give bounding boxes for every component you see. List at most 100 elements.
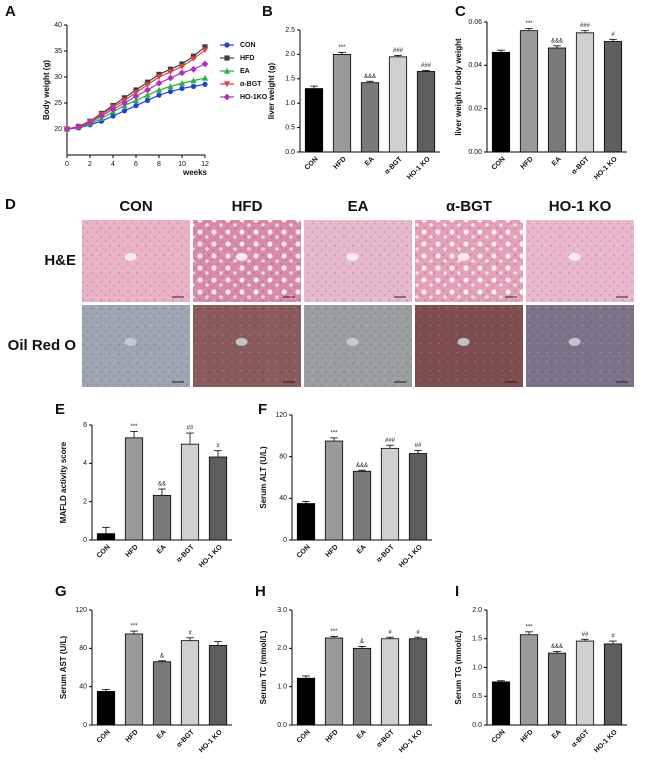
- bar: [324, 637, 344, 726]
- y-axis-label: Serum TG (mmol/L): [454, 630, 463, 705]
- marker: [155, 74, 163, 81]
- bar: [96, 691, 116, 726]
- y-tick-label: 2.0: [277, 645, 287, 652]
- x-tick-label: 2: [88, 161, 92, 168]
- histology-texture: [304, 305, 412, 387]
- significance: ###: [385, 438, 396, 444]
- marker: [190, 65, 197, 73]
- x-tick-label: 8: [157, 161, 161, 168]
- x-tick-label: α-BGT: [176, 728, 197, 749]
- significance: #: [611, 634, 615, 640]
- y-tick-label: 1.0: [285, 100, 295, 107]
- bar: [380, 638, 400, 726]
- y-tick-label: 0.5: [472, 693, 482, 700]
- y-tick-label: 40: [54, 22, 62, 29]
- y-tick-label: 2: [83, 499, 87, 506]
- bar: [352, 647, 372, 726]
- y-tick-label: 30: [54, 74, 62, 81]
- x-tick-label: CON: [296, 544, 312, 560]
- significance: &&&: [364, 74, 376, 80]
- y-tick-label: 25: [54, 100, 62, 107]
- bar: [491, 681, 511, 726]
- y-tick-label: 40: [79, 684, 87, 691]
- marker: [201, 47, 209, 54]
- marker: [132, 92, 140, 100]
- significance: &&&: [356, 463, 368, 469]
- significance: ***: [330, 430, 338, 436]
- legend-label: EA: [240, 68, 250, 75]
- y-tick-label: 120: [75, 607, 87, 614]
- x-tick-label: CON: [96, 729, 112, 745]
- y-tick-label: 2.0: [472, 607, 482, 614]
- histology-texture: [193, 305, 301, 387]
- bar: [152, 661, 172, 726]
- y-tick-label: 3.0: [277, 607, 287, 614]
- vessel: [457, 252, 470, 261]
- histology-texture: [526, 220, 634, 302]
- y-tick-label: 80: [279, 454, 287, 461]
- bar: [124, 633, 144, 726]
- vessel: [124, 337, 137, 346]
- marker: [201, 60, 209, 68]
- significance: &: [360, 639, 364, 645]
- marker: [202, 44, 208, 50]
- histology-texture: [82, 220, 190, 302]
- y-axis-label: Serum ALT (U/L): [259, 446, 268, 509]
- x-tick-label: 0: [65, 161, 69, 168]
- significance: ###: [393, 48, 404, 54]
- y-axis-label: Body weight (g): [42, 60, 51, 120]
- panel-letter: G: [55, 583, 67, 600]
- x-tick-label: HFD: [333, 156, 348, 171]
- bar: [416, 71, 436, 153]
- significance: ###: [580, 23, 591, 29]
- histology-texture: [415, 305, 523, 387]
- x-tick-label: 4: [111, 161, 115, 168]
- marker: [86, 119, 94, 127]
- column-header: HFD: [232, 198, 263, 215]
- marker: [144, 92, 151, 98]
- x-tick-label: HFD: [520, 156, 535, 171]
- panel-letter: F: [258, 401, 267, 418]
- x-tick-label: α-BGT: [176, 543, 197, 564]
- bar: [603, 41, 623, 153]
- marker: [132, 97, 140, 103]
- x-tick-label: 10: [178, 161, 186, 168]
- x-tick-label: HFD: [125, 729, 140, 744]
- y-tick-label: 2.0: [285, 51, 295, 58]
- x-tick-label: EA: [156, 729, 168, 741]
- column-header: HO-1 KO: [549, 198, 612, 215]
- y-tick-label: 0: [83, 537, 87, 544]
- marker: [167, 74, 174, 82]
- significance: ##: [582, 632, 589, 638]
- y-tick-label: 20: [54, 126, 62, 133]
- y-axis-label: Serum TC (mmol/L): [259, 630, 268, 704]
- legend-marker: [223, 81, 231, 88]
- vessel: [568, 337, 581, 346]
- x-tick-label: α-BGT: [571, 728, 592, 749]
- y-tick-label: 1.0: [277, 684, 287, 691]
- marker: [178, 64, 186, 70]
- bar: [380, 447, 400, 541]
- bar: [575, 640, 595, 726]
- vessel: [124, 252, 137, 261]
- x-tick-label: 12: [201, 161, 209, 168]
- bar: [296, 503, 316, 541]
- significance: #: [216, 443, 220, 449]
- vessel: [457, 337, 470, 346]
- x-tick-label: HO-1 KO: [593, 728, 619, 754]
- marker: [190, 83, 197, 89]
- bar: [96, 533, 116, 541]
- significance: &&&: [551, 38, 563, 44]
- significance: ##: [187, 426, 194, 432]
- marker: [63, 125, 71, 133]
- y-tick-label: 4: [83, 460, 87, 467]
- y-axis-label: MAFLD activity score: [59, 441, 68, 523]
- marker: [178, 80, 186, 86]
- significance: ***: [130, 624, 138, 630]
- marker: [167, 83, 174, 89]
- x-tick-label: α-BGT: [376, 543, 397, 564]
- histology-texture: [304, 220, 412, 302]
- lipid-droplets: [193, 220, 301, 302]
- significance: ###: [421, 63, 432, 69]
- bar: [603, 643, 623, 726]
